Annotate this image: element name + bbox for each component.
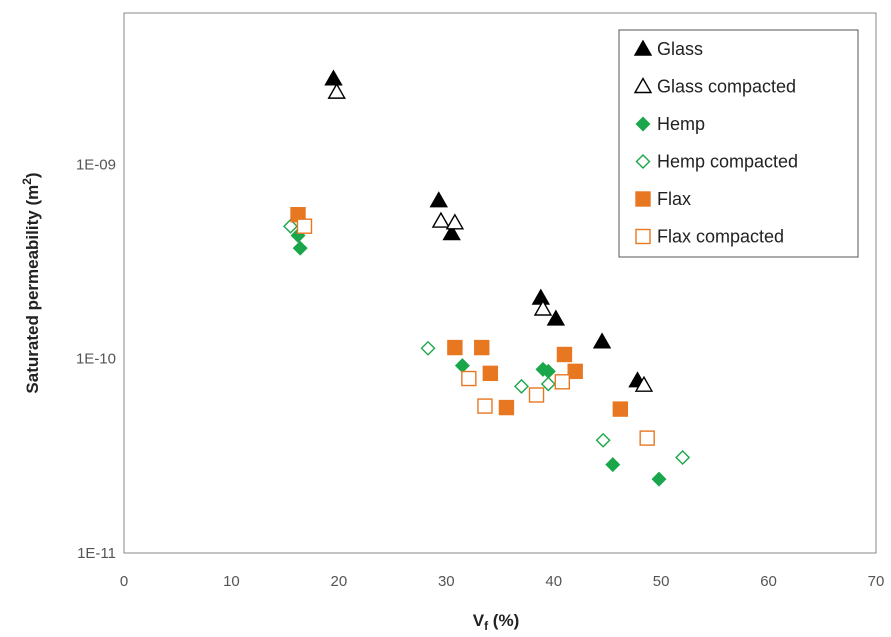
- data-point: [474, 339, 490, 356]
- tick-labels: 0 10 20 30 40 50 60 70 1E-11 1E-10 1E-09: [76, 156, 884, 590]
- legend-marker: [635, 191, 651, 207]
- x-axis-title: Vf (%): [473, 611, 520, 633]
- data-points: [283, 69, 691, 487]
- x-tick-label: 60: [760, 573, 777, 590]
- data-point: [482, 365, 499, 382]
- data-point: [639, 430, 655, 446]
- legend-marker: [635, 228, 651, 245]
- data-point: [296, 218, 313, 234]
- data-point: [442, 224, 461, 241]
- data-point: [447, 339, 463, 356]
- x-tick-label: 0: [120, 573, 128, 590]
- y-tick-label: 1E-09: [76, 156, 116, 173]
- data-point: [634, 375, 654, 392]
- data-point: [528, 387, 545, 403]
- legend-label: Hemp: [657, 114, 705, 134]
- data-point: [513, 378, 529, 394]
- legend-marker: [635, 116, 651, 132]
- data-point: [675, 450, 691, 465]
- data-point: [477, 398, 493, 414]
- data-point: [605, 457, 621, 473]
- data-point: [429, 191, 448, 208]
- data-point: [612, 401, 629, 417]
- data-point: [567, 363, 583, 380]
- data-point: [595, 432, 611, 448]
- legend-label: Glass compacted: [657, 77, 796, 97]
- y-tick-label: 1E-11: [77, 545, 116, 562]
- legend-marker: [633, 77, 653, 94]
- y-axis-title: Saturated permeability (m2): [20, 172, 42, 393]
- data-point: [533, 299, 553, 316]
- data-point: [546, 309, 566, 326]
- x-tick-label: 10: [223, 573, 240, 590]
- x-tick-label: 30: [438, 573, 455, 590]
- data-point: [283, 218, 299, 234]
- data-point: [420, 340, 436, 356]
- legend-label: Glass: [657, 39, 703, 59]
- data-point: [540, 376, 556, 392]
- legend-label: Flax compacted: [657, 227, 784, 247]
- legend: Glass Glass compacted Hemp Hemp compacted Fl…: [618, 29, 859, 258]
- x-tick-label: 20: [331, 573, 348, 590]
- data-point: [554, 374, 571, 390]
- x-tick-label: 70: [868, 573, 885, 590]
- data-point: [651, 471, 667, 487]
- x-tick-label: 50: [653, 573, 670, 590]
- y-tick-label: 1E-10: [76, 351, 116, 368]
- data-point: [445, 213, 465, 230]
- data-point: [327, 82, 346, 99]
- legend-label: Hemp compacted: [657, 152, 798, 172]
- legend-marker: [633, 39, 653, 56]
- data-point: [498, 399, 515, 416]
- data-point: [324, 69, 343, 86]
- legend-marker: [635, 154, 651, 169]
- data-point: [431, 211, 451, 228]
- data-point: [556, 346, 573, 363]
- legend-label: Flax: [657, 189, 691, 209]
- data-point: [592, 332, 612, 349]
- data-point: [292, 240, 308, 256]
- data-point: [461, 370, 477, 387]
- x-tick-label: 40: [545, 573, 562, 590]
- legend-box: [618, 29, 859, 258]
